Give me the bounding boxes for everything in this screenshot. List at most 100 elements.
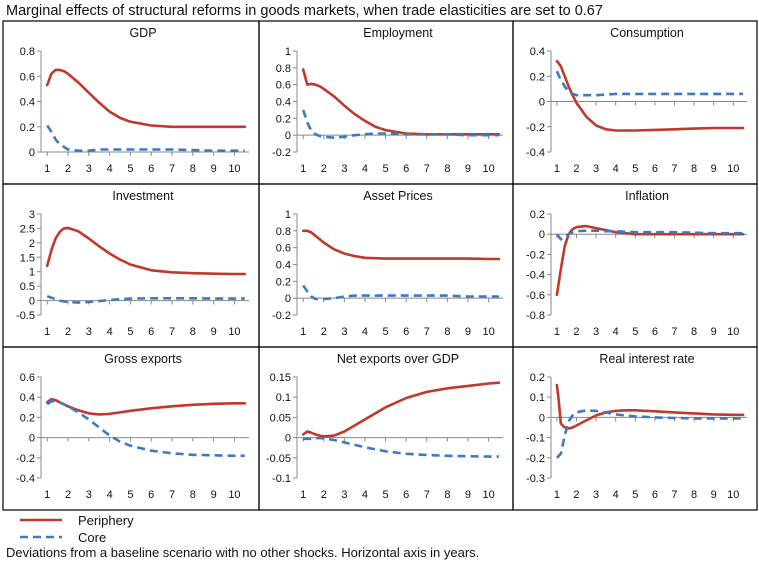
x-tick-label: 4	[613, 163, 619, 175]
x-tick-label: 2	[573, 489, 579, 501]
x-tick-label: 7	[424, 489, 430, 501]
x-tick-label: 10	[482, 489, 494, 501]
panel-6: Gross exports -0.4 -0.2 0 0.2 0.4 0.6 1 2 3 4 5 6 7 8 9…	[2, 346, 260, 511]
figure-footnote: Deviations from a baseline scenario with…	[6, 545, 480, 560]
series-line-periphery	[45, 397, 247, 416]
y-tick-label: 0.8	[20, 46, 35, 58]
x-tick-label: 9	[711, 326, 717, 338]
x-tick-label: 5	[632, 163, 638, 175]
x-tick-label: 3	[593, 326, 599, 338]
x-tick-label: 9	[211, 326, 217, 338]
x-tick-label: 3	[86, 163, 92, 175]
x-tick-label: 5	[383, 163, 389, 175]
x-tick-label: 1	[300, 163, 306, 175]
y-tick-label: 0.1	[530, 392, 545, 404]
panel-0: GDP 0 0.2 0.4 0.6 0.8 1 2 3 4 5 6 7 8 9 10	[2, 20, 260, 185]
series-line-periphery	[555, 224, 745, 297]
x-tick-label: 5	[383, 489, 389, 501]
x-tick-label: 8	[691, 489, 697, 501]
x-tick-label: 10	[228, 163, 240, 175]
x-tick-label: 5	[632, 326, 638, 338]
x-tick-label: 4	[107, 489, 113, 501]
y-tick-label: -0.5	[16, 310, 35, 322]
y-tick-label: 2	[29, 238, 35, 250]
x-tick-label: 7	[671, 489, 677, 501]
y-tick-label: 1	[29, 267, 35, 279]
y-tick-label: -0.2	[16, 453, 35, 465]
y-tick-label: 0.6	[20, 71, 35, 83]
x-tick-label: 3	[341, 489, 347, 501]
panel-4: Asset Prices -0.2 0 0.2 0.4 0.6 0.8 1 1 2 3 4 5 6 7 8 9 1…	[258, 183, 514, 348]
panel-5: Inflation -0.8 -0.6 -0.4 -0.2 0 0.2 1 2 3 4 5 6 7 8 9 10	[512, 183, 758, 348]
series-line-core	[46, 399, 245, 458]
series-line-periphery	[45, 226, 247, 276]
series-line-core	[46, 294, 245, 304]
x-tick-label: 9	[211, 489, 217, 501]
x-tick-label: 4	[362, 489, 368, 501]
y-tick-label: 0.4	[20, 392, 35, 404]
x-tick-label: 3	[593, 489, 599, 501]
x-tick-label: 4	[362, 326, 368, 338]
x-tick-label: 9	[465, 489, 471, 501]
x-tick-label: 9	[711, 489, 717, 501]
panel-1: Employment -0.2 0 0.2 0.4 0.6 0.8 1 1 2 3 4 5 6 7 8 9 10	[258, 20, 514, 185]
series-line-periphery	[301, 68, 501, 136]
x-tick-label: 7	[424, 326, 430, 338]
x-tick-label: 1	[300, 326, 306, 338]
x-tick-label: 7	[169, 326, 175, 338]
x-tick-label: 4	[613, 326, 619, 338]
x-tick-label: 6	[148, 489, 154, 501]
x-tick-label: 2	[65, 489, 71, 501]
y-tick-label: 0.2	[530, 209, 545, 221]
x-tick-label: 10	[482, 326, 494, 338]
series-line-core	[555, 409, 744, 459]
panel-title: Net exports over GDP	[337, 352, 459, 366]
x-tick-label: 7	[424, 163, 430, 175]
x-tick-label: 5	[127, 489, 133, 501]
legend-item-core: Core	[20, 528, 106, 546]
x-tick-label: 1	[554, 489, 560, 501]
y-tick-label: 0.6	[276, 243, 291, 255]
panel-title: Employment	[363, 26, 433, 40]
figure-title: Marginal effects of structural reforms i…	[6, 3, 603, 19]
y-tick-label: -0.4	[526, 147, 545, 159]
x-tick-label: 6	[652, 163, 658, 175]
x-tick-label: 4	[107, 326, 113, 338]
panel-3: Investment -0.5 0 0.5 1 1.5 2 2.5 3 1 2 3 4 5 6 7 8 9 10	[2, 183, 260, 348]
x-tick-label: 7	[671, 326, 677, 338]
x-tick-label: 10	[727, 489, 739, 501]
x-tick-label: 3	[86, 326, 92, 338]
y-tick-label: 0.15	[270, 372, 291, 384]
x-tick-label: 2	[573, 326, 579, 338]
y-tick-label: 3	[29, 209, 35, 221]
y-tick-label: -0.8	[526, 310, 545, 322]
y-tick-label: 0.6	[20, 372, 35, 384]
y-tick-label: -0.2	[526, 122, 545, 134]
y-tick-label: -0.2	[526, 249, 545, 261]
x-tick-label: 7	[671, 163, 677, 175]
x-tick-label: 1	[554, 163, 560, 175]
x-tick-label: 5	[127, 163, 133, 175]
x-tick-label: 5	[127, 326, 133, 338]
x-tick-label: 2	[321, 489, 327, 501]
x-tick-label: 10	[727, 326, 739, 338]
x-tick-label: 8	[190, 489, 196, 501]
x-tick-label: 9	[465, 163, 471, 175]
y-tick-label: 0.4	[530, 46, 545, 58]
y-tick-label: -0.6	[526, 290, 545, 302]
x-tick-label: 10	[727, 163, 739, 175]
series-line-periphery	[555, 383, 745, 430]
x-tick-label: 2	[65, 163, 71, 175]
y-tick-label: 1	[285, 46, 291, 58]
x-tick-label: 2	[573, 163, 579, 175]
panel-8: Real interest rate -0.3 -0.2 -0.1 0 0.1 0.2 1 2 3…	[512, 346, 758, 511]
y-tick-label: -0.2	[272, 310, 291, 322]
y-tick-label: 0	[29, 147, 35, 159]
y-tick-label: 0.2	[20, 122, 35, 134]
x-tick-label: 6	[652, 326, 658, 338]
y-tick-label: 1	[285, 209, 291, 221]
x-tick-label: 8	[691, 326, 697, 338]
panel-title: Consumption	[610, 26, 684, 40]
x-tick-label: 2	[65, 326, 71, 338]
